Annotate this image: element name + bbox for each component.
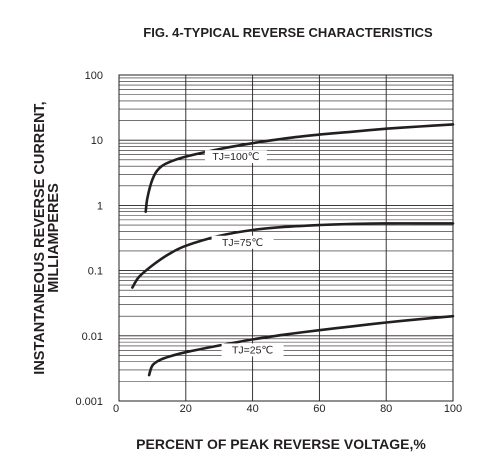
y-tick-label: 0.1 (88, 266, 103, 278)
series-label: TJ=100℃ (212, 151, 259, 163)
y-axis-title-line2: MILLIAMPERES (46, 183, 62, 293)
series-line (144, 123, 455, 213)
y-tick-label: 0.001 (75, 396, 103, 408)
series-label-bg (204, 150, 267, 164)
x-tick-labels: 0 20 40 60 80 100 (113, 403, 462, 415)
series-label-bg (221, 343, 284, 357)
series-labels: TJ=100℃ TJ=75℃ TJ=25℃ (204, 150, 284, 357)
y-axis-title-line1: INSTANTANEOUS REVERSE CURRENT, (32, 101, 48, 374)
x-tick-label: 20 (180, 403, 192, 415)
x-tick-label: 80 (380, 403, 392, 415)
chart-grid (119, 75, 453, 402)
series-line (131, 222, 455, 289)
x-tick-label: 60 (313, 403, 325, 415)
chart-title: FIG. 4-TYPICAL REVERSE CHARACTERISTICS (143, 25, 433, 40)
series-line (147, 314, 455, 377)
series-curves (131, 123, 455, 377)
y-tick-label: 10 (91, 135, 103, 147)
series-label: TJ=75℃ (222, 237, 263, 249)
y-tick-labels: 0.001 0.01 0.1 1 10 100 (75, 70, 103, 408)
series-label: TJ=25℃ (232, 344, 273, 356)
x-tick-label: 0 (113, 403, 119, 415)
y-tick-label: 1 (97, 200, 103, 212)
x-tick-label: 40 (246, 403, 258, 415)
series-label-bg (211, 235, 274, 249)
y-tick-label: 100 (85, 70, 103, 82)
x-tick-label: 100 (444, 403, 462, 415)
plot-frame (118, 74, 454, 402)
x-axis-title: PERCENT OF PEAK REVERSE VOLTAGE,% (136, 436, 426, 452)
y-tick-label: 0.01 (82, 331, 103, 343)
